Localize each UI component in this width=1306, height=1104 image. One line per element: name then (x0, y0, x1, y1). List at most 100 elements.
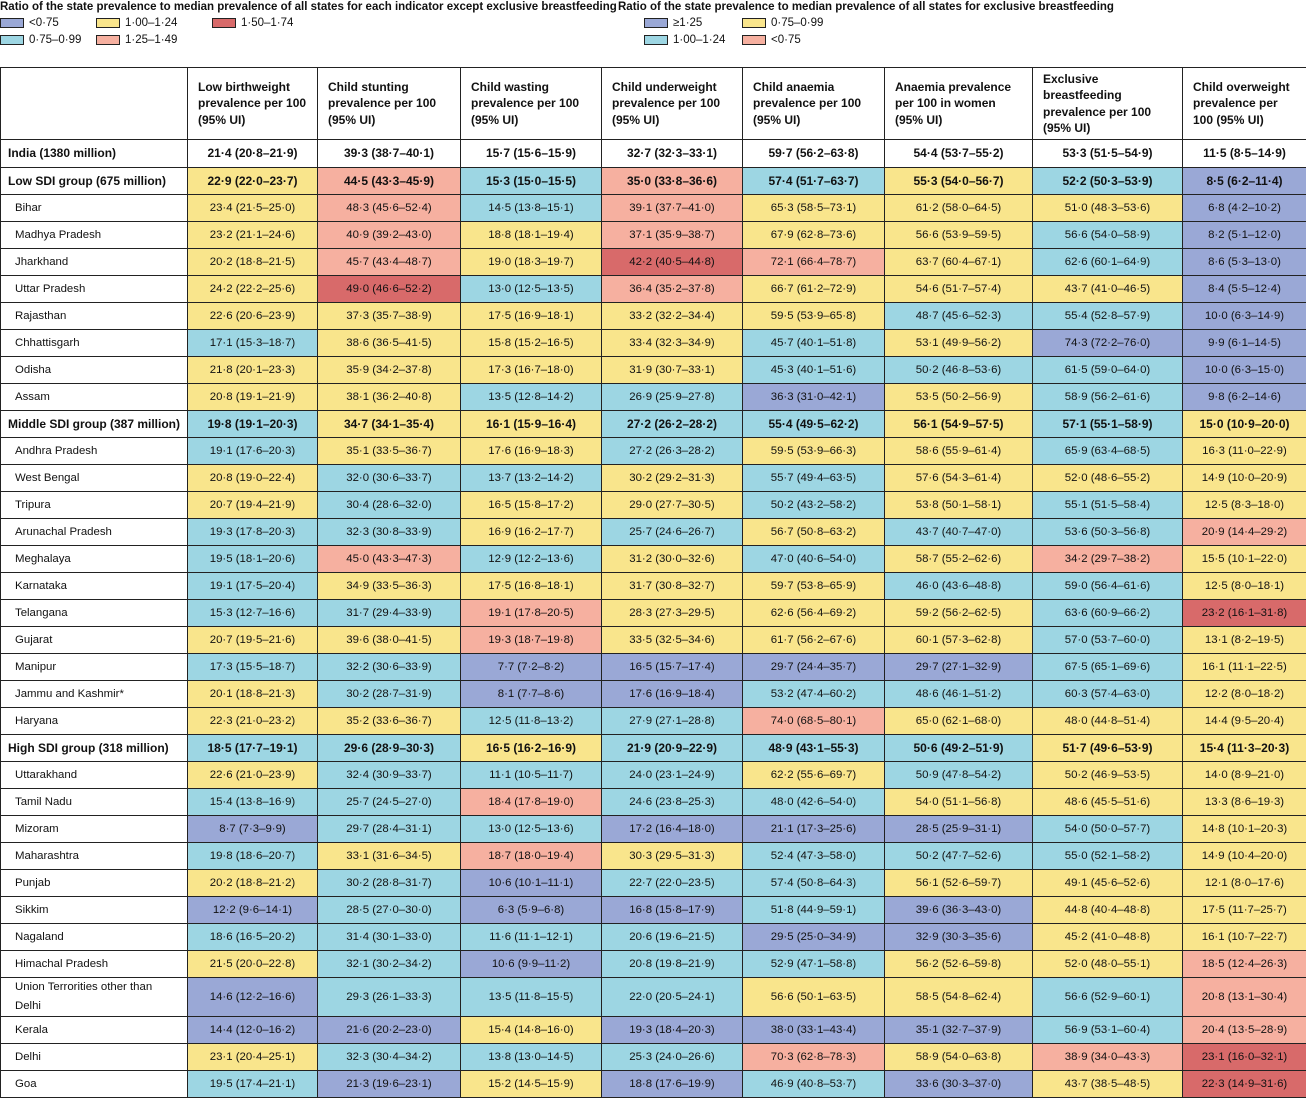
table-row: Jammu and Kashmir* 20·1 (18·8–21·3) 30·2 (… (0, 680, 1306, 708)
table-cell: 67·5 (65·1–69·6) (1032, 653, 1183, 681)
table-row: Sikkim 12·2 (9·6–14·1) 28·5 (27·0–30·0) 6·3… (0, 896, 1306, 924)
table-cell: 20·8 (19·0–22·4) (187, 464, 318, 492)
table-cell: 62·6 (60·1–64·9) (1032, 248, 1183, 276)
table-cell: 55·1 (51·5–58·4) (1032, 491, 1183, 519)
table-cell: 33·5 (32·5–34·6) (601, 626, 743, 654)
table-cell: 21·3 (19·6–23·1) (317, 1070, 461, 1098)
table-cell: 65·0 (62·1–68·0) (884, 707, 1033, 735)
row-label: Bihar (0, 194, 188, 222)
table-cell: 45·7 (40·1–51·8) (742, 329, 885, 357)
table-cell: 59·5 (53·9–66·3) (742, 437, 885, 465)
table-cell: 17·3 (16·7–18·0) (460, 356, 602, 384)
table-cell: 30·3 (29·5–31·3) (601, 842, 743, 870)
table-cell: 14·9 (10·4–20·0) (1182, 842, 1306, 870)
table-cell: 13·1 (8·2–19·5) (1182, 626, 1306, 654)
table-cell: 18·8 (17·6–19·9) (601, 1070, 743, 1098)
table-cell: 48·0 (44·8–51·4) (1032, 707, 1183, 735)
table-cell: 29·3 (26·1–33·3) (317, 977, 461, 1017)
table-cell: 30·2 (28·7–31·9) (317, 680, 461, 708)
row-label: Delhi (0, 1043, 188, 1071)
legend-label: <0·75 (29, 17, 59, 29)
table-cell: 10·0 (6·3–14·9) (1182, 302, 1306, 330)
table-row: Bihar 23·4 (21·5–25·0) 48·3 (45·6–52·4) 14·… (0, 194, 1306, 222)
national-row: India (1380 million) 21·4 (20·8–21·9) 39·3… (0, 139, 1306, 168)
table-cell: 72·1 (66·4–78·7) (742, 248, 885, 276)
table-cell: 16·3 (11·0–22·9) (1182, 437, 1306, 465)
table-cell: 12·9 (12·2–13·6) (460, 545, 602, 573)
table-cell: 52·2 (50·3–53·9) (1032, 167, 1183, 195)
table-row: Meghalaya 19·5 (18·1–20·6) 45·0 (43·3–47·3… (0, 545, 1306, 573)
legend-right: Ratio of the state prevalence to median … (618, 0, 1306, 60)
table-cell: 50·2 (46·8–53·6) (884, 356, 1033, 384)
table-row: Jharkhand 20·2 (18·8–21·5) 45·7 (43·4–48·7… (0, 248, 1306, 276)
table-cell: 14·5 (13·8–15·1) (460, 194, 602, 222)
row-label: Low SDI group (675 million) (0, 167, 188, 195)
table-cell: 16·1 (15·9–16·4) (460, 410, 602, 438)
table-cell: 14·0 (8·9–21·0) (1182, 761, 1306, 789)
table-cell: 59·0 (56·4–61·6) (1032, 572, 1183, 600)
table-cell: 31·7 (30·8–32·7) (601, 572, 743, 600)
table-cell: 17·5 (11·7–25·7) (1182, 896, 1306, 924)
row-label: Meghalaya (0, 545, 188, 573)
table-cell: 50·9 (47·8–54·2) (884, 761, 1033, 789)
table-cell: 17·6 (16·9–18·4) (601, 680, 743, 708)
table-cell: 67·9 (62·8–73·6) (742, 221, 885, 249)
table-cell: 33·4 (32·3–34·9) (601, 329, 743, 357)
table-cell: 57·0 (53·7–60·0) (1032, 626, 1183, 654)
row-label: Arunachal Pradesh (0, 518, 188, 546)
group-row: Low SDI group (675 million) 22·9 (22·0–23… (0, 167, 1306, 195)
row-label: India (1380 million) (0, 139, 188, 168)
table-cell: 45·0 (43·3–47·3) (317, 545, 461, 573)
table-cell: 37·1 (35·9–38·7) (601, 221, 743, 249)
legend-label: 1·50–1·74 (241, 17, 294, 29)
legend-left: Ratio of the state prevalence to median … (0, 0, 617, 60)
table-cell: 57·1 (55·1–58·9) (1032, 410, 1183, 438)
table-cell: 23·1 (16·0–32·1) (1182, 1043, 1306, 1071)
table-cell: 66·7 (61·2–72·9) (742, 275, 885, 303)
table-cell: 10·0 (6·3–15·0) (1182, 356, 1306, 384)
column-header: Child overweight prevalence per 100 (95%… (1182, 67, 1306, 140)
table-cell: 16·8 (15·8–17·9) (601, 896, 743, 924)
legend-label: 1·00–1·24 (125, 17, 178, 29)
row-label: Rajasthan (0, 302, 188, 330)
table-cell: 61·7 (56·2–67·6) (742, 626, 885, 654)
table-cell: 56·1 (54·9–57·5) (884, 410, 1033, 438)
table-row: Haryana 22·3 (21·0–23·2) 35·2 (33·6–36·7) 1… (0, 707, 1306, 735)
table-cell: 62·6 (56·4–69·2) (742, 599, 885, 627)
table-cell: 20·7 (19·5–21·6) (187, 626, 318, 654)
table-cell: 45·3 (40·1–51·6) (742, 356, 885, 384)
table-cell: 15·5 (10·1–22·0) (1182, 545, 1306, 573)
table-cell: 70·3 (62·8–78·3) (742, 1043, 885, 1071)
table-cell: 21·6 (20·2–23·0) (317, 1016, 461, 1044)
legend-swatch (644, 35, 668, 45)
table-cell: 58·7 (55·2–62·6) (884, 545, 1033, 573)
table-cell: 53·1 (49·9–56·2) (884, 329, 1033, 357)
table-row: Uttar Pradesh 24·2 (22·2–25·6) 49·0 (46·6–… (0, 275, 1306, 303)
table-cell: 33·1 (31·6–34·5) (317, 842, 461, 870)
table-cell: 58·5 (54·8–62·4) (884, 977, 1033, 1017)
table-cell: 12·5 (8·0–18·1) (1182, 572, 1306, 600)
row-label: Andhra Pradesh (0, 437, 188, 465)
table-cell: 39·3 (38·7–40·1) (317, 139, 461, 168)
table-cell: 22·6 (20·6–23·9) (187, 302, 318, 330)
group-row: Middle SDI group (387 million) 19·8 (19·1… (0, 410, 1306, 438)
table-cell: 12·1 (8·0–17·6) (1182, 869, 1306, 897)
legend-item: 1·25–1·49 (96, 34, 177, 46)
row-label: Assam (0, 383, 188, 411)
table-cell: 16·5 (15·7–17·4) (601, 653, 743, 681)
table-cell: 14·4 (9·5–20·4) (1182, 707, 1306, 735)
table-cell: 19·8 (18·6–20·7) (187, 842, 318, 870)
table-cell: 20·1 (18·8–21·3) (187, 680, 318, 708)
table-cell: 29·0 (27·7–30·5) (601, 491, 743, 519)
table-cell: 24·0 (23·1–24·9) (601, 761, 743, 789)
table-cell: 53·5 (50·2–56·9) (884, 383, 1033, 411)
table-cell: 37·3 (35·7–38·9) (317, 302, 461, 330)
row-label: Telangana (0, 599, 188, 627)
table-cell: 44·5 (43·3–45·9) (317, 167, 461, 195)
row-label: Madhya Pradesh (0, 221, 188, 249)
table-cell: 54·0 (50·0–57·7) (1032, 815, 1183, 843)
table-cell: 48·9 (43·1–55·3) (742, 734, 885, 762)
table-cell: 53·3 (51·5–54·9) (1032, 139, 1183, 168)
row-label: Jharkhand (0, 248, 188, 276)
table-cell: 32·9 (30·3–35·6) (884, 923, 1033, 951)
